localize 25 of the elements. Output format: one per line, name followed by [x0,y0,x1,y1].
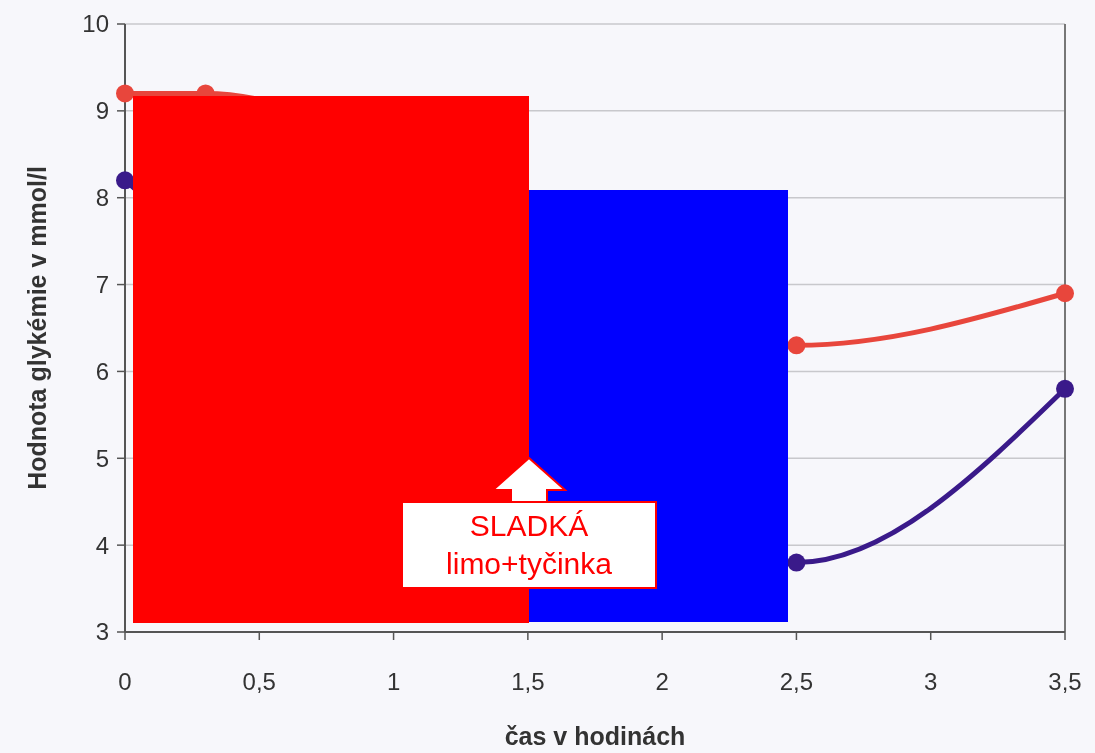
x-tick-label: 2,5 [779,668,814,695]
point [787,553,806,572]
point [1056,379,1074,398]
x-tick-label: 1 [386,668,401,695]
y-axis-title: Hodnota glykémie v mmol/l [23,166,51,490]
y-tick-label: 3 [95,618,109,646]
y-tick-label: 7 [95,270,109,298]
x-axis-title: čas v hodinách [504,722,686,750]
x-tick-label: 2 [655,668,669,695]
point [787,336,806,355]
y-tick-label: 9 [95,97,109,125]
y-tick-label: 5 [95,444,109,472]
y-tick-label: 8 [95,184,109,212]
x-tick-label: 3 [924,668,938,695]
point [116,84,134,103]
y-tick-label: 10 [82,10,109,38]
point [1056,284,1074,303]
x-tick-label: 0 [118,668,132,695]
y-tick-label: 4 [95,531,109,559]
y-tick-label: 6 [95,357,109,385]
x-tick-label: 1,5 [511,668,545,695]
x-tick-label: 3,5 [1048,668,1082,695]
annotation: SLADKÁ limo+tyčinka [446,509,613,580]
point [116,171,134,190]
x-tick-label: 0,5 [242,668,276,695]
